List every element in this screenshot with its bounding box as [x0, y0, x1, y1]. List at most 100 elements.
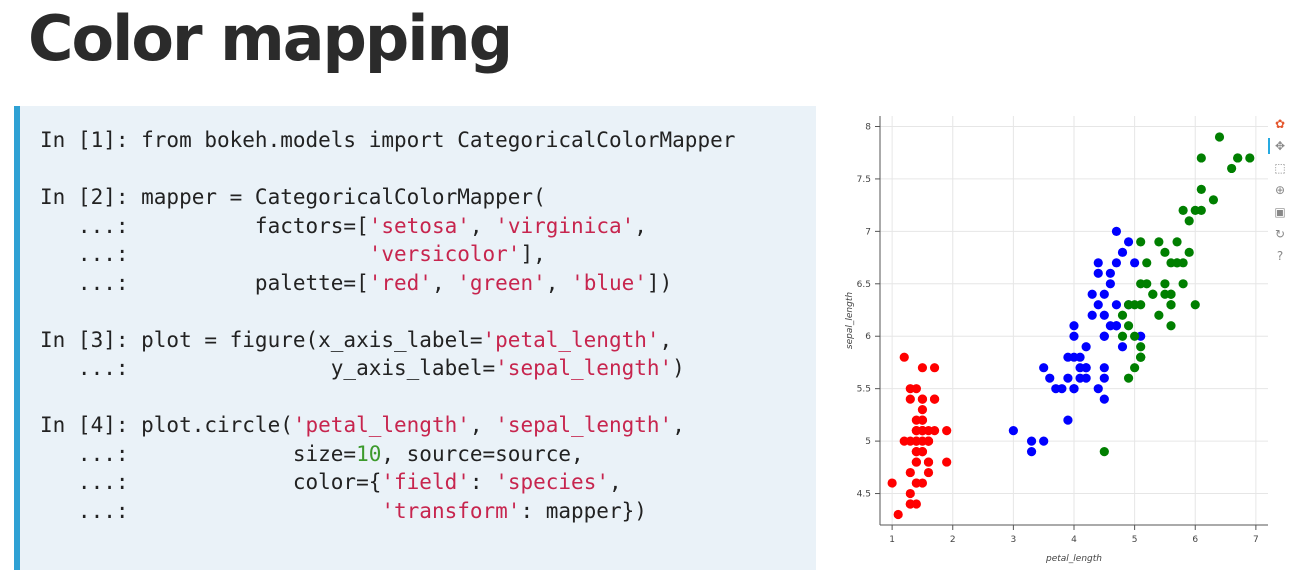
data-point — [1184, 247, 1194, 257]
data-point — [1099, 331, 1109, 341]
data-point — [1160, 247, 1170, 257]
data-point — [1190, 205, 1200, 215]
data-point — [1069, 384, 1079, 394]
data-point — [1123, 373, 1134, 383]
wheel-zoom-tool-icon[interactable]: ⊕ — [1274, 183, 1286, 197]
code-line: In [2]: mapper = CategoricalColorMapper( — [40, 185, 546, 209]
data-point — [1063, 415, 1073, 425]
data-point — [1111, 300, 1122, 310]
data-point — [1099, 446, 1109, 457]
save-tool-icon[interactable]: ▣ — [1274, 205, 1286, 219]
data-point — [1105, 268, 1115, 278]
y-tick-label: 7 — [865, 227, 871, 237]
code-number: 10 — [356, 441, 382, 466]
code-text: ...: color={ — [40, 470, 382, 494]
y-tick-label: 6 — [865, 332, 871, 342]
x-tick-label: 2 — [950, 535, 956, 545]
data-point — [911, 457, 921, 467]
data-point — [1154, 310, 1164, 320]
data-point — [1093, 384, 1103, 394]
code-line: ...: size=10, source=source, — [40, 442, 584, 466]
code-string: 'virginica' — [495, 213, 635, 238]
code-string: 'versicolor' — [368, 242, 521, 266]
data-point — [1026, 446, 1037, 457]
data-point — [899, 352, 909, 362]
data-point — [1105, 321, 1115, 331]
data-point — [1196, 153, 1206, 163]
code-string: 'petal_length' — [482, 327, 660, 352]
code-text: , source=source, — [381, 441, 584, 466]
code-text: : — [469, 470, 496, 494]
code-string: 'green' — [457, 270, 546, 295]
x-tick-label: 6 — [1192, 535, 1198, 545]
data-point — [1245, 153, 1255, 163]
data-point — [1069, 321, 1079, 331]
data-point — [905, 394, 915, 404]
data-point — [1111, 226, 1122, 236]
data-point — [905, 384, 915, 394]
code-text: In [3]: plot = figure(x_axis_label= — [40, 327, 483, 352]
x-tick-label: 3 — [1011, 535, 1017, 545]
data-point — [1117, 342, 1128, 352]
box-zoom-tool-icon[interactable]: ⬚ — [1274, 161, 1286, 175]
data-point — [1099, 373, 1109, 383]
code-text: , — [545, 270, 572, 295]
data-point — [1075, 363, 1085, 373]
data-point — [917, 405, 928, 415]
code-text: ], — [520, 242, 546, 266]
data-point — [911, 436, 921, 446]
data-point — [1117, 247, 1128, 257]
code-text: , — [634, 213, 647, 238]
code-block: In [1]: from bokeh.models import Categor… — [40, 126, 735, 525]
x-tick-label: 1 — [889, 535, 895, 545]
data-point — [1178, 205, 1188, 215]
code-text: , — [672, 413, 685, 437]
data-point — [1233, 153, 1243, 163]
data-point — [1093, 300, 1103, 310]
data-point — [1039, 436, 1049, 446]
data-point — [911, 478, 921, 488]
data-point — [1130, 258, 1140, 268]
data-point — [1026, 436, 1037, 446]
y-tick-label: 6.5 — [857, 280, 871, 290]
data-point — [1172, 237, 1182, 247]
data-point — [1136, 342, 1146, 352]
data-point — [1227, 163, 1237, 174]
code-text: In [4]: plot.circle( — [40, 413, 293, 437]
code-string: 'red' — [368, 270, 432, 295]
scatter-plot[interactable]: 1 2 3 4 5 6 7 4.5 5 5.5 6 6.5 7 7.5 8 petal_length sepal… — [836, 108, 1296, 573]
help-tool-icon[interactable]: ? — [1276, 249, 1284, 263]
data-point — [893, 509, 903, 520]
data-point — [1160, 289, 1170, 299]
code-text: ...: palette=[ — [40, 270, 369, 295]
data-point — [1008, 426, 1018, 436]
data-point — [1214, 132, 1225, 142]
code-text: , — [659, 327, 673, 352]
data-point — [1099, 289, 1109, 299]
data-point — [1045, 373, 1055, 383]
data-point — [1172, 258, 1182, 268]
data-point — [1099, 363, 1109, 373]
code-text: , — [469, 213, 496, 238]
data-point — [1154, 237, 1164, 247]
data-point — [942, 457, 952, 467]
data-point — [1123, 237, 1134, 247]
data-point — [1136, 237, 1146, 247]
data-point — [1063, 373, 1073, 383]
code-text: , — [469, 413, 496, 437]
code-line: In [3]: plot = figure(x_axis_label='peta… — [40, 328, 672, 352]
reset-tool-icon[interactable]: ↻ — [1274, 227, 1286, 241]
data-point — [905, 499, 915, 509]
pan-tool-icon[interactable]: ✥ — [1268, 136, 1290, 156]
x-tick-label: 4 — [1071, 535, 1077, 545]
data-point — [923, 457, 934, 467]
code-string: 'sepal_length' — [495, 413, 673, 437]
data-point — [1039, 363, 1049, 373]
data-point — [917, 363, 928, 373]
data-point — [1160, 279, 1170, 289]
code-line: ...: factors=['setosa', 'virginica', — [40, 214, 647, 238]
x-axis-title: petal_length — [1045, 554, 1102, 564]
code-text: ...: factors=[ — [40, 213, 369, 238]
data-point — [1051, 384, 1061, 394]
data-point — [1148, 289, 1158, 299]
